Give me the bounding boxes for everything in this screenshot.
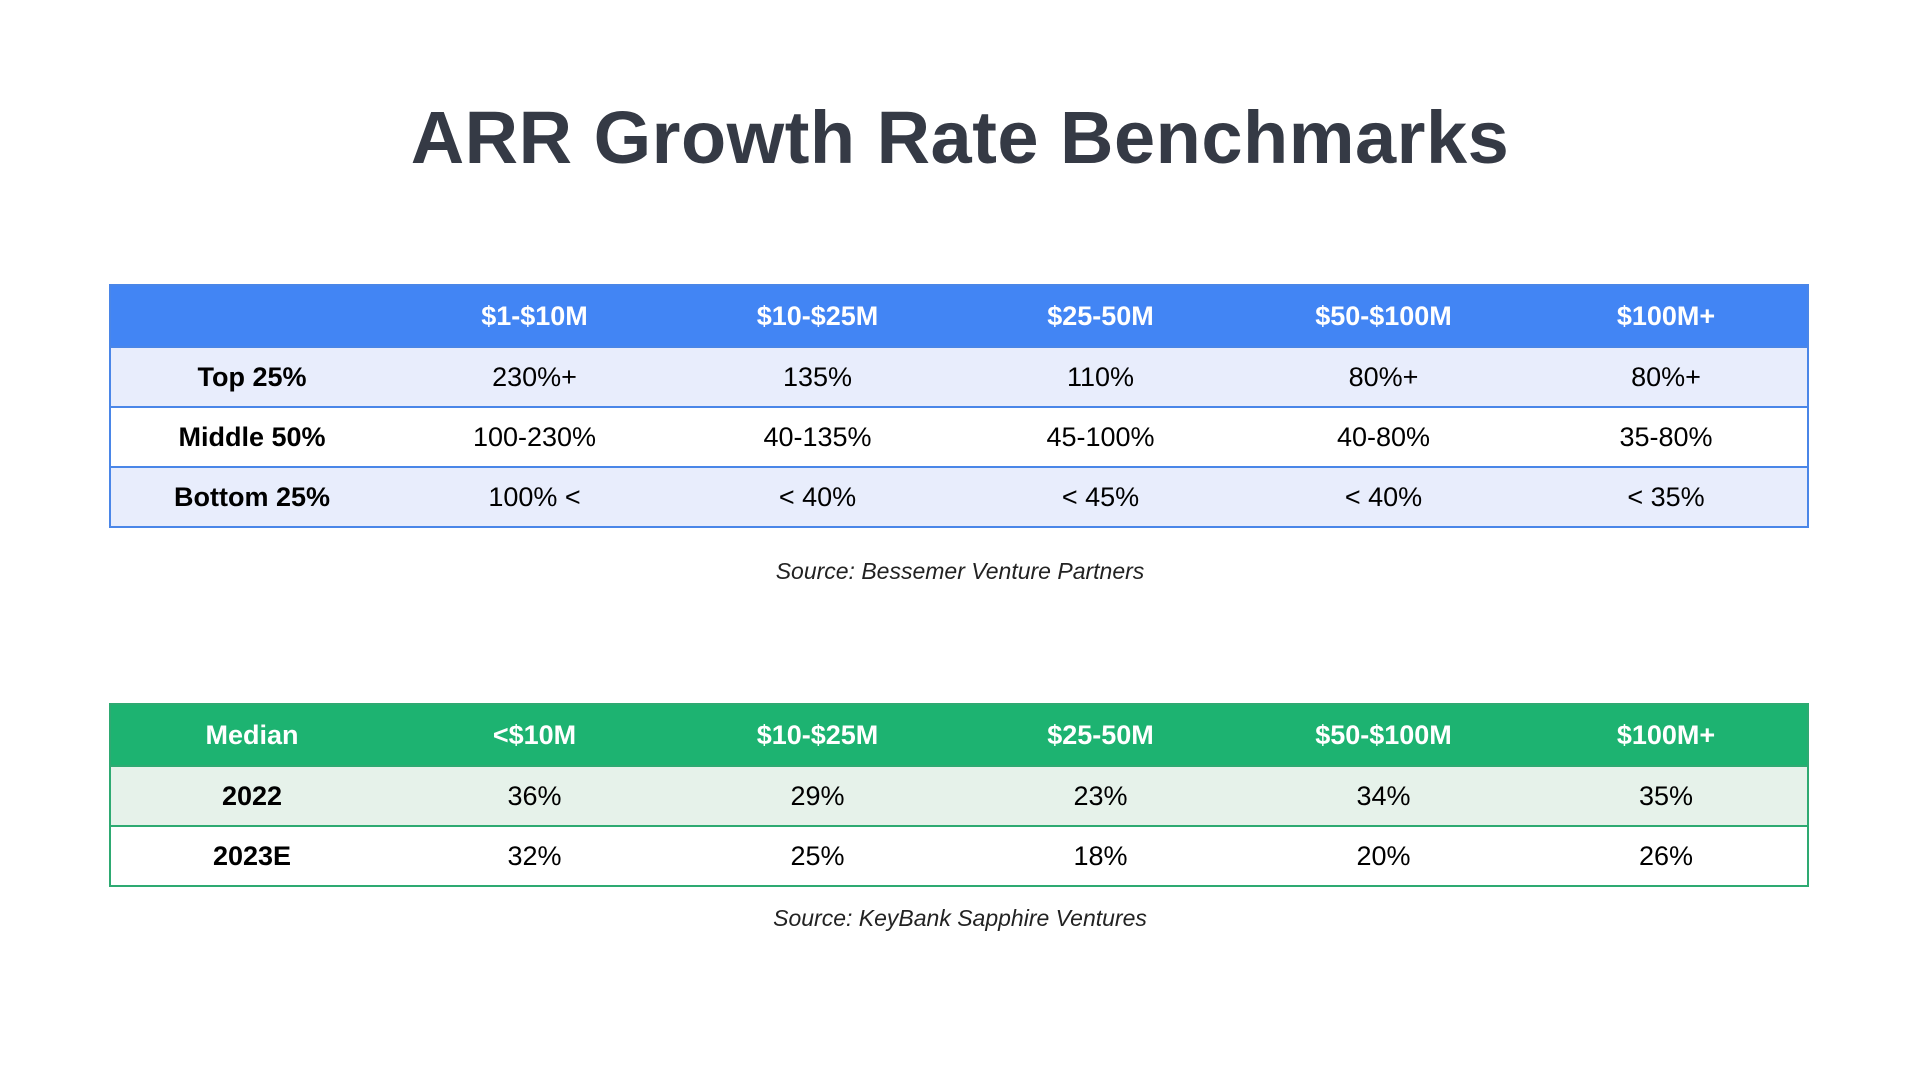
column-header: $25-50M: [959, 285, 1242, 347]
table-cell: 26%: [1525, 825, 1808, 886]
column-header: $25-50M: [959, 704, 1242, 766]
table-cell: 80%+: [1242, 346, 1525, 407]
table-cell: < 40%: [1242, 466, 1525, 527]
table-cell: 36%: [393, 765, 676, 826]
table-row: Middle 50% 100-230% 40-135% 45-100% 40-80% 35…: [110, 406, 1808, 467]
table-cell: 34%: [1242, 765, 1525, 826]
table-cell: 100% <: [393, 466, 676, 527]
table-cell: 100-230%: [393, 406, 676, 467]
table-cell: 29%: [676, 765, 959, 826]
keybank-median-table: Median <$10M $10-$25M $25-50M $50-$100M $100M…: [109, 703, 1809, 887]
table-cell: 35%: [1525, 765, 1808, 826]
column-header: $10-$25M: [676, 285, 959, 347]
row-label: 2022: [110, 765, 393, 826]
table-cell: 40-135%: [676, 406, 959, 467]
table-cell: 18%: [959, 825, 1242, 886]
bessemer-benchmark-table: $1-$10M $10-$25M $25-50M $50-$100M $100M+ To…: [109, 284, 1809, 528]
table-cell: 23%: [959, 765, 1242, 826]
table-cell: 230%+: [393, 346, 676, 407]
table-row: Bottom 25% 100% < < 40% < 45% < 40% < 35%: [110, 466, 1808, 527]
source-note-keybank: Source: KeyBank Sapphire Ventures: [773, 905, 1147, 931]
table-cell: 40-80%: [1242, 406, 1525, 467]
column-header: $100M+: [1525, 285, 1808, 347]
table-cell: 45-100%: [959, 406, 1242, 467]
table-header-row: Median <$10M $10-$25M $25-50M $50-$100M $100M…: [110, 704, 1808, 766]
column-header: Median: [110, 704, 393, 766]
table-cell: 20%: [1242, 825, 1525, 886]
table-header-row: $1-$10M $10-$25M $25-50M $50-$100M $100M+: [110, 285, 1808, 347]
table-cell: 35-80%: [1525, 406, 1808, 467]
table-cell: 80%+: [1525, 346, 1808, 407]
column-header: $50-$100M: [1242, 285, 1525, 347]
column-header: $50-$100M: [1242, 704, 1525, 766]
row-label: Top 25%: [110, 346, 393, 407]
table-cell: < 45%: [959, 466, 1242, 527]
column-header: $10-$25M: [676, 704, 959, 766]
table-cell: < 40%: [676, 466, 959, 527]
source-note-bessemer: Source: Bessemer Venture Partners: [775, 558, 1145, 584]
column-header: <$10M: [393, 704, 676, 766]
row-label: 2023E: [110, 825, 393, 886]
row-label: Middle 50%: [110, 406, 393, 467]
table-cell: 25%: [676, 825, 959, 886]
table-cell: 135%: [676, 346, 959, 407]
column-header: $1-$10M: [393, 285, 676, 347]
column-header: $100M+: [1525, 704, 1808, 766]
table-cell: 110%: [959, 346, 1242, 407]
table-row: Top 25% 230%+ 135% 110% 80%+ 80%+: [110, 346, 1808, 407]
table-row: 2023E 32% 25% 18% 20% 26%: [110, 825, 1808, 886]
row-label: Bottom 25%: [110, 466, 393, 527]
table-row: 2022 36% 29% 23% 34% 35%: [110, 765, 1808, 826]
table-cell: 32%: [393, 825, 676, 886]
table-cell: < 35%: [1525, 466, 1808, 527]
column-header: [110, 285, 393, 347]
page-title: ARR Growth Rate Benchmarks: [410, 96, 1510, 179]
